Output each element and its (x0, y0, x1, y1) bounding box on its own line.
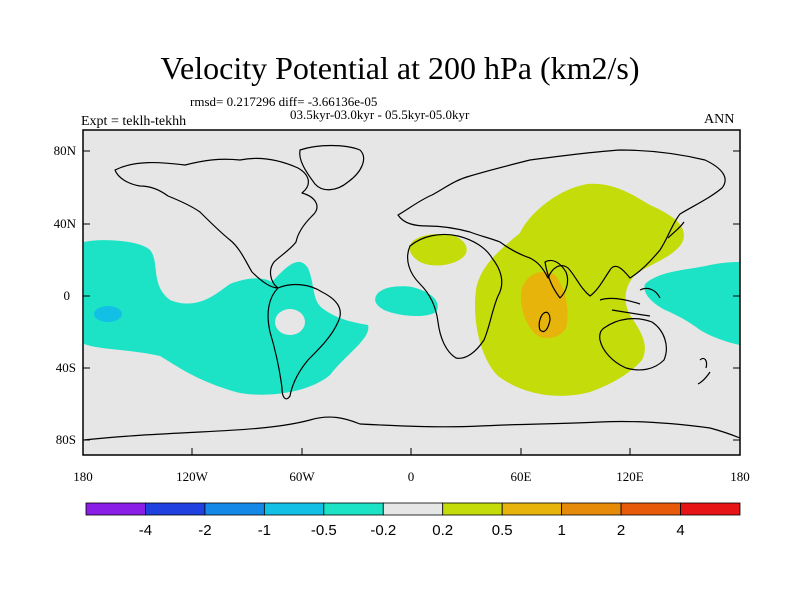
coast-japan (667, 221, 685, 239)
coast-madagascar (538, 311, 551, 333)
colorbar-label: 1 (557, 522, 565, 539)
colorbar-label: 4 (676, 522, 684, 539)
coast-south-america (267, 283, 341, 400)
experiment-label: Expt = teklh-tekhh (81, 114, 187, 129)
colorbar-swatch (204, 502, 265, 516)
neutral-hole-south-america (275, 309, 305, 335)
positive-region-north-africa (409, 234, 467, 266)
lon-tick-label: 120E (616, 469, 644, 484)
colorbar-swatch (442, 502, 503, 516)
anomaly-fields (84, 183, 740, 396)
colorbar-swatch (561, 502, 622, 516)
colorbar-label: -0.2 (370, 522, 396, 539)
lat-tick-label: 80S (56, 432, 76, 447)
coast-australia (599, 318, 667, 371)
lon-tick-label: 180 (73, 469, 93, 484)
period-line: 03.5kyr-03.0kyr - 05.5kyr-05.0kyr (290, 107, 470, 122)
coast-eurasia (397, 149, 726, 297)
strong-positive-core (520, 272, 568, 338)
colorbar-label: -4 (139, 522, 152, 539)
lat-tick-label: 40S (56, 360, 76, 375)
coast-indonesia (599, 287, 661, 317)
map-title: Velocity Potential at 200 hPa (km2/s) (160, 50, 640, 86)
colorbar-swatch (382, 502, 444, 516)
lon-tick-label: 120W (176, 469, 209, 484)
coast-antarctica (83, 416, 741, 441)
colorbar-swatch (323, 502, 384, 516)
colorbar-label: 0.2 (432, 522, 453, 539)
colorbar-swatch (263, 502, 325, 516)
lat-tick-label: 80N (54, 143, 77, 158)
coastlines (83, 144, 741, 441)
lon-axis (82, 448, 741, 455)
lat-tick-label: 40N (54, 216, 77, 231)
lon-tick-label: 0 (408, 469, 415, 484)
positive-region-indian-ocean (474, 183, 684, 396)
colorbar: -4 -2 -1 -0.5 -0.2 0.2 0.5 1 2 4 (85, 502, 741, 539)
coast-new-zealand (697, 357, 711, 385)
coast-greenland (299, 144, 365, 191)
colorbar-swatch (145, 502, 206, 516)
negative-region-west-pacific (644, 262, 740, 345)
lon-tick-label: 180 (730, 469, 750, 484)
coast-africa (407, 233, 503, 359)
colorbar-swatch (620, 502, 681, 516)
stats-line: rmsd= 0.217296 diff= -3.66136e-05 (190, 94, 378, 109)
negative-region-pacific (84, 240, 369, 395)
season-label: ANN (704, 112, 735, 127)
colorbar-swatch (85, 502, 146, 516)
colorbar-label: 0.5 (492, 522, 513, 539)
coast-north-america (114, 157, 318, 289)
colorbar-label: -1 (258, 522, 271, 539)
lon-tick-label: 60E (511, 469, 532, 484)
lon-tick-label: 60W (289, 469, 315, 484)
colorbar-swatch (501, 502, 563, 516)
colorbar-swatch (680, 502, 741, 516)
negative-region-atlantic (375, 286, 438, 317)
lat-tick-label: 0 (64, 288, 71, 303)
colorbar-label: -2 (198, 522, 211, 539)
coast-india (544, 259, 569, 299)
colorbar-label: -0.5 (311, 522, 337, 539)
strong-negative-patch (94, 306, 122, 322)
colorbar-label: 2 (617, 522, 625, 539)
lat-axis (83, 150, 740, 441)
